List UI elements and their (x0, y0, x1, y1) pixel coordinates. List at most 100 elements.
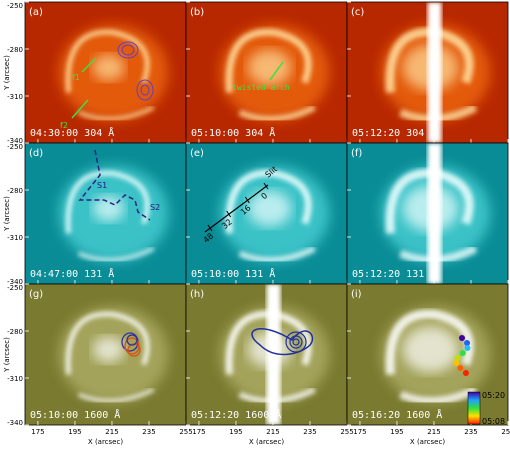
x-tick-label: 175 (353, 428, 366, 436)
x-tick-label: 255 (501, 428, 510, 436)
slit-tick (244, 196, 250, 204)
y-tick-label: -340 (7, 278, 23, 286)
streak (427, 143, 442, 284)
slit-tick (263, 182, 269, 190)
panel-caption: 05:12:20 131 Å (352, 267, 436, 280)
x-tick-label: 215 (427, 428, 440, 436)
y-tick-label: -280 (7, 328, 23, 336)
slit (204, 184, 269, 233)
y-tick-label: -310 (7, 375, 23, 383)
annotation: f1 (72, 73, 80, 82)
y-axis-label: Y (arcsec) (3, 337, 11, 373)
y-tick-label: -340 (7, 419, 23, 427)
loop (77, 246, 155, 262)
panel-label: (a) (29, 7, 43, 18)
panel-label: (c) (351, 7, 364, 18)
contour (289, 335, 303, 349)
loop (225, 169, 312, 234)
x-tick-label: 255 (179, 428, 192, 436)
colorbar-label: 05:20 (482, 391, 505, 400)
streak (427, 2, 442, 143)
streak (266, 284, 281, 425)
x-axis-label: X (arcsec) (249, 438, 284, 446)
slit-tick-label: 0 (260, 191, 270, 201)
contour (292, 338, 300, 346)
y-tick-label: -280 (7, 46, 23, 54)
core (92, 336, 125, 363)
panel (186, 2, 347, 143)
loop (77, 105, 155, 121)
core (92, 195, 125, 222)
arrow (81, 57, 97, 73)
panel (347, 2, 508, 143)
core (92, 54, 125, 81)
panel-caption: 05:12:20 304 Å (352, 126, 436, 139)
annotation: S2 (150, 203, 160, 212)
panel-label: (i) (351, 289, 362, 300)
panel-caption: 05:10:00 1600 Å (30, 408, 120, 421)
dot (454, 355, 461, 361)
panel-caption: 04:30:00 304 Å (30, 126, 114, 139)
x-axis-label: X (arcsec) (88, 438, 123, 446)
x-tick-label: 255 (340, 428, 353, 436)
arrow (71, 99, 89, 119)
contour (251, 328, 314, 356)
y-tick-label: -250 (7, 284, 23, 292)
x-tick-label: 195 (390, 428, 403, 436)
panel (347, 284, 508, 425)
panel-label: (d) (29, 148, 43, 159)
dot (459, 350, 466, 356)
core (402, 326, 459, 373)
x-tick-label: 195 (229, 428, 242, 436)
y-tick-label: -280 (7, 187, 23, 195)
y-tick-label: -340 (7, 137, 23, 145)
x-tick-label: 215 (266, 428, 279, 436)
x-tick-label: 235 (303, 428, 316, 436)
y-tick-label: -250 (7, 143, 23, 151)
core (247, 190, 292, 227)
annotation: twisted arch (232, 83, 290, 92)
slit-tick (226, 210, 232, 218)
x-tick-label: 175 (31, 428, 44, 436)
dot (459, 335, 465, 341)
panel-caption: 05:12:20 1600 Å (191, 408, 281, 421)
panel-label: (g) (29, 289, 43, 300)
colorbar (467, 391, 481, 425)
panel-frame (346, 283, 509, 426)
x-tick-label: 235 (464, 428, 477, 436)
x-tick-label: 235 (142, 428, 155, 436)
panel (25, 2, 186, 143)
contour (117, 41, 139, 59)
x-axis-label: X (arcsec) (410, 438, 445, 446)
panel-caption: 05:16:20 1600 Å (352, 408, 442, 421)
panel (25, 284, 186, 425)
panel-label: (e) (190, 148, 204, 159)
annotation: S1 (97, 181, 107, 190)
x-tick-label: 195 (68, 428, 81, 436)
panel (186, 284, 347, 425)
dot (464, 345, 471, 351)
contour (121, 44, 135, 56)
contour (136, 79, 154, 101)
colorbar-label: 05:08 (482, 417, 505, 426)
panel-caption: 04:47:00 131 Å (30, 267, 114, 280)
panel-label: (f) (351, 148, 362, 159)
x-tick-label: 215 (105, 428, 118, 436)
panel (347, 143, 508, 284)
loop (238, 245, 316, 263)
panel-label: (h) (190, 289, 204, 300)
x-tick-label: 175 (192, 428, 205, 436)
contour (140, 84, 150, 96)
y-tick-label: -310 (7, 93, 23, 101)
y-axis-label: Y (arcsec) (3, 55, 11, 91)
panel-label: (b) (190, 7, 204, 18)
y-tick-label: -310 (7, 234, 23, 242)
loop (65, 311, 150, 375)
dashed-line (78, 149, 151, 221)
annotation: f2 (60, 121, 68, 130)
dot (453, 360, 460, 366)
panel (186, 143, 347, 284)
y-tick-label: -250 (7, 2, 23, 10)
panel-caption: 05:10:00 131 Å (191, 267, 275, 280)
